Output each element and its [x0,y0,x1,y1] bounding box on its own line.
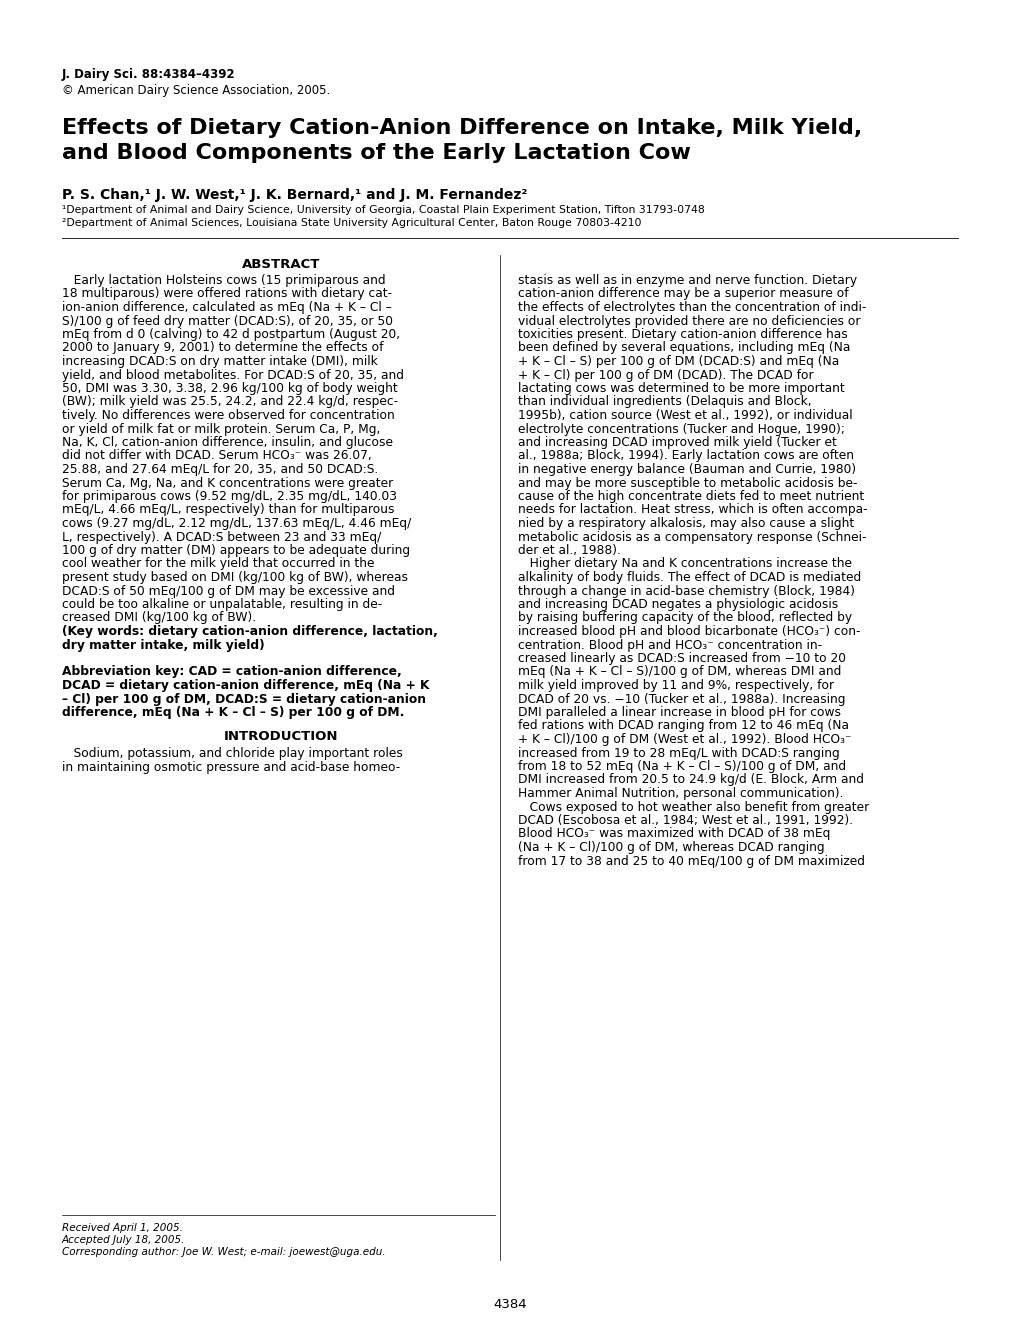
Text: centration. Blood pH and HCO₃⁻ concentration in-: centration. Blood pH and HCO₃⁻ concentra… [518,639,821,652]
Text: S)/100 g of feed dry matter (DCAD:S), of 20, 35, or 50: S)/100 g of feed dry matter (DCAD:S), of… [62,314,392,327]
Text: vidual electrolytes provided there are no deficiencies or: vidual electrolytes provided there are n… [518,314,860,327]
Text: Early lactation Holsteins cows (15 primiparous and: Early lactation Holsteins cows (15 primi… [62,275,385,286]
Text: from 17 to 38 and 25 to 40 mEq/100 g of DM maximized: from 17 to 38 and 25 to 40 mEq/100 g of … [518,854,864,867]
Text: 4384: 4384 [493,1298,526,1311]
Text: yield, and blood metabolites. For DCAD:S of 20, 35, and: yield, and blood metabolites. For DCAD:S… [62,368,404,381]
Text: – Cl) per 100 g of DM, DCAD:S = dietary cation-anion: – Cl) per 100 g of DM, DCAD:S = dietary … [62,693,426,705]
Text: 50, DMI was 3.30, 3.38, 2.96 kg/100 kg of body weight: 50, DMI was 3.30, 3.38, 2.96 kg/100 kg o… [62,381,397,395]
Text: + K – Cl – S) per 100 g of DM (DCAD:S) and mEq (Na: + K – Cl – S) per 100 g of DM (DCAD:S) a… [518,355,839,368]
Text: al., 1988a; Block, 1994). Early lactation cows are often: al., 1988a; Block, 1994). Early lactatio… [518,450,853,462]
Text: DCAD (Escobosa et al., 1984; West et al., 1991, 1992).: DCAD (Escobosa et al., 1984; West et al.… [518,814,852,828]
Text: (BW); milk yield was 25.5, 24.2, and 22.4 kg/d, respec-: (BW); milk yield was 25.5, 24.2, and 22.… [62,396,397,408]
Text: mEq from d 0 (calving) to 42 d postpartum (August 20,: mEq from d 0 (calving) to 42 d postpartu… [62,327,399,341]
Text: + K – Cl) per 100 g of DM (DCAD). The DCAD for: + K – Cl) per 100 g of DM (DCAD). The DC… [518,368,813,381]
Text: Corresponding author: Joe W. West; e-mail: joewest@uga.edu.: Corresponding author: Joe W. West; e-mai… [62,1247,385,1257]
Text: in maintaining osmotic pressure and acid-base homeo-: in maintaining osmotic pressure and acid… [62,762,399,774]
Text: Received April 1, 2005.: Received April 1, 2005. [62,1224,182,1233]
Text: DMI paralleled a linear increase in blood pH for cows: DMI paralleled a linear increase in bloo… [518,706,841,719]
Text: P. S. Chan,¹ J. W. West,¹ J. K. Bernard,¹ and J. M. Fernandez²: P. S. Chan,¹ J. W. West,¹ J. K. Bernard,… [62,187,527,202]
Text: tively. No differences were observed for concentration: tively. No differences were observed for… [62,409,394,422]
Text: Effects of Dietary Cation-Anion Difference on Intake, Milk Yield,: Effects of Dietary Cation-Anion Differen… [62,117,861,139]
Text: increasing DCAD:S on dry matter intake (DMI), milk: increasing DCAD:S on dry matter intake (… [62,355,377,368]
Text: 25.88, and 27.64 mEq/L for 20, 35, and 50 DCAD:S.: 25.88, and 27.64 mEq/L for 20, 35, and 5… [62,463,378,477]
Text: Accepted July 18, 2005.: Accepted July 18, 2005. [62,1236,185,1245]
Text: mEq/L, 4.66 mEq/L, respectively) than for multiparous: mEq/L, 4.66 mEq/L, respectively) than fo… [62,503,394,516]
Text: Abbreviation key: CAD = cation-anion difference,: Abbreviation key: CAD = cation-anion dif… [62,665,401,678]
Text: or yield of milk fat or milk protein. Serum Ca, P, Mg,: or yield of milk fat or milk protein. Se… [62,422,380,436]
Text: and increasing DCAD negates a physiologic acidosis: and increasing DCAD negates a physiologi… [518,598,838,611]
Text: needs for lactation. Heat stress, which is often accompa-: needs for lactation. Heat stress, which … [518,503,867,516]
Text: DCAD = dietary cation-anion difference, mEq (Na + K: DCAD = dietary cation-anion difference, … [62,678,429,692]
Text: metabolic acidosis as a compensatory response (Schnei-: metabolic acidosis as a compensatory res… [518,531,866,544]
Text: (Na + K – Cl)/100 g of DM, whereas DCAD ranging: (Na + K – Cl)/100 g of DM, whereas DCAD … [518,841,823,854]
Text: alkalinity of body fluids. The effect of DCAD is mediated: alkalinity of body fluids. The effect of… [518,572,860,583]
Text: been defined by several equations, including mEq (Na: been defined by several equations, inclu… [518,342,850,355]
Text: lactating cows was determined to be more important: lactating cows was determined to be more… [518,381,844,395]
Text: Hammer Animal Nutrition, personal communication).: Hammer Animal Nutrition, personal commun… [518,787,843,800]
Text: creased DMI (kg/100 kg of BW).: creased DMI (kg/100 kg of BW). [62,611,256,624]
Text: present study based on DMI (kg/100 kg of BW), whereas: present study based on DMI (kg/100 kg of… [62,572,408,583]
Text: dry matter intake, milk yield): dry matter intake, milk yield) [62,639,264,652]
Text: cation-anion difference may be a superior measure of: cation-anion difference may be a superio… [518,288,848,301]
Text: Na, K, Cl, cation-anion difference, insulin, and glucose: Na, K, Cl, cation-anion difference, insu… [62,436,392,449]
Text: from 18 to 52 mEq (Na + K – Cl – S)/100 g of DM, and: from 18 to 52 mEq (Na + K – Cl – S)/100 … [518,760,846,774]
Text: Cows exposed to hot weather also benefit from greater: Cows exposed to hot weather also benefit… [518,800,868,813]
Text: stasis as well as in enzyme and nerve function. Dietary: stasis as well as in enzyme and nerve fu… [518,275,856,286]
Text: © American Dairy Science Association, 2005.: © American Dairy Science Association, 20… [62,84,330,96]
Text: L, respectively). A DCAD:S between 23 and 33 mEq/: L, respectively). A DCAD:S between 23 an… [62,531,381,544]
Text: Serum Ca, Mg, Na, and K concentrations were greater: Serum Ca, Mg, Na, and K concentrations w… [62,477,393,490]
Text: could be too alkaline or unpalatable, resulting in de-: could be too alkaline or unpalatable, re… [62,598,382,611]
Text: DCAD of 20 vs. −10 (Tucker et al., 1988a). Increasing: DCAD of 20 vs. −10 (Tucker et al., 1988a… [518,693,845,705]
Text: 2000 to January 9, 2001) to determine the effects of: 2000 to January 9, 2001) to determine th… [62,342,383,355]
Text: Sodium, potassium, and chloride play important roles: Sodium, potassium, and chloride play imp… [62,747,403,760]
Text: in negative energy balance (Bauman and Currie, 1980): in negative energy balance (Bauman and C… [518,463,855,477]
Text: increased from 19 to 28 mEq/L with DCAD:S ranging: increased from 19 to 28 mEq/L with DCAD:… [518,747,839,759]
Text: toxicities present. Dietary cation-anion difference has: toxicities present. Dietary cation-anion… [518,327,847,341]
Text: for primiparous cows (9.52 mg/dL, 2.35 mg/dL, 140.03: for primiparous cows (9.52 mg/dL, 2.35 m… [62,490,396,503]
Text: ion-anion difference, calculated as mEq (Na + K – Cl –: ion-anion difference, calculated as mEq … [62,301,391,314]
Text: cause of the high concentrate diets fed to meet nutrient: cause of the high concentrate diets fed … [518,490,863,503]
Text: INTRODUCTION: INTRODUCTION [223,730,338,742]
Text: nied by a respiratory alkalosis, may also cause a slight: nied by a respiratory alkalosis, may als… [518,517,854,531]
Text: 18 multiparous) were offered rations with dietary cat-: 18 multiparous) were offered rations wit… [62,288,391,301]
Text: cows (9.27 mg/dL, 2.12 mg/dL, 137.63 mEq/L, 4.46 mEq/: cows (9.27 mg/dL, 2.12 mg/dL, 137.63 mEq… [62,517,411,531]
Text: 1995b), cation source (West et al., 1992), or individual: 1995b), cation source (West et al., 1992… [518,409,852,422]
Text: Blood HCO₃⁻ was maximized with DCAD of 38 mEq: Blood HCO₃⁻ was maximized with DCAD of 3… [518,828,829,841]
Text: (Key words: dietary cation-anion difference, lactation,: (Key words: dietary cation-anion differe… [62,624,437,638]
Text: and Blood Components of the Early Lactation Cow: and Blood Components of the Early Lactat… [62,143,690,162]
Text: difference, mEq (Na + K – Cl – S) per 100 g of DM.: difference, mEq (Na + K – Cl – S) per 10… [62,706,404,719]
Text: cool weather for the milk yield that occurred in the: cool weather for the milk yield that occ… [62,557,374,570]
Text: DMI increased from 20.5 to 24.9 kg/d (E. Block, Arm and: DMI increased from 20.5 to 24.9 kg/d (E.… [518,774,863,787]
Text: ²Department of Animal Sciences, Louisiana State University Agricultural Center, : ²Department of Animal Sciences, Louisian… [62,218,641,228]
Text: DCAD:S of 50 mEq/100 g of DM may be excessive and: DCAD:S of 50 mEq/100 g of DM may be exce… [62,585,394,598]
Text: did not differ with DCAD. Serum HCO₃⁻ was 26.07,: did not differ with DCAD. Serum HCO₃⁻ wa… [62,450,371,462]
Text: the effects of electrolytes than the concentration of indi-: the effects of electrolytes than the con… [518,301,865,314]
Text: than individual ingredients (Delaquis and Block,: than individual ingredients (Delaquis an… [518,396,811,408]
Text: Higher dietary Na and K concentrations increase the: Higher dietary Na and K concentrations i… [518,557,851,570]
Text: and may be more susceptible to metabolic acidosis be-: and may be more susceptible to metabolic… [518,477,857,490]
Text: and increasing DCAD improved milk yield (Tucker et: and increasing DCAD improved milk yield … [518,436,836,449]
Text: electrolyte concentrations (Tucker and Hogue, 1990);: electrolyte concentrations (Tucker and H… [518,422,844,436]
Text: ABSTRACT: ABSTRACT [242,257,320,271]
Text: milk yield improved by 11 and 9%, respectively, for: milk yield improved by 11 and 9%, respec… [518,678,834,692]
Text: by raising buffering capacity of the blood, reflected by: by raising buffering capacity of the blo… [518,611,851,624]
Text: ¹Department of Animal and Dairy Science, University of Georgia, Coastal Plain Ex: ¹Department of Animal and Dairy Science,… [62,205,704,215]
Text: + K – Cl)/100 g of DM (West et al., 1992). Blood HCO₃⁻: + K – Cl)/100 g of DM (West et al., 1992… [518,733,851,746]
Text: J. Dairy Sci. 88:4384–4392: J. Dairy Sci. 88:4384–4392 [62,69,235,81]
Text: der et al., 1988).: der et al., 1988). [518,544,621,557]
Text: 100 g of dry matter (DM) appears to be adequate during: 100 g of dry matter (DM) appears to be a… [62,544,410,557]
Text: increased blood pH and blood bicarbonate (HCO₃⁻) con-: increased blood pH and blood bicarbonate… [518,624,860,638]
Text: creased linearly as DCAD:S increased from −10 to 20: creased linearly as DCAD:S increased fro… [518,652,845,665]
Text: mEq (Na + K – Cl – S)/100 g of DM, whereas DMI and: mEq (Na + K – Cl – S)/100 g of DM, where… [518,665,841,678]
Text: through a change in acid-base chemistry (Block, 1984): through a change in acid-base chemistry … [518,585,854,598]
Text: fed rations with DCAD ranging from 12 to 46 mEq (Na: fed rations with DCAD ranging from 12 to… [518,719,848,733]
